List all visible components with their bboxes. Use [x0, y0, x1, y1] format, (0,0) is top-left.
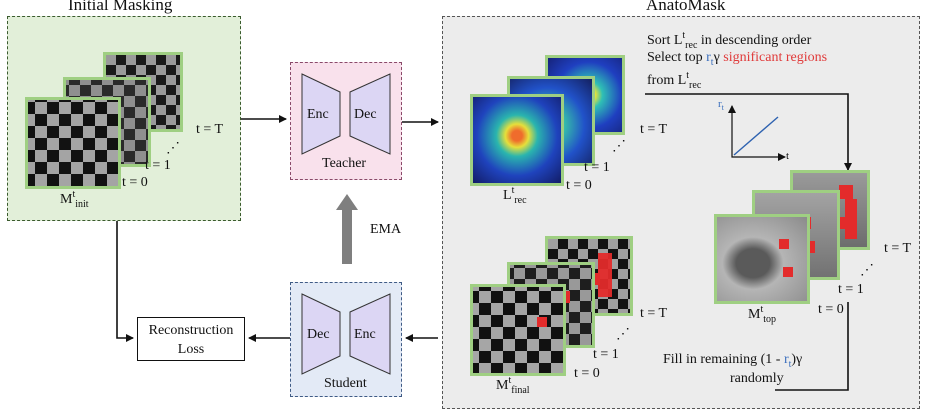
init-tile-0	[25, 97, 121, 189]
final-dots: ⋰	[616, 327, 630, 342]
fill-line-1: Fill in remaining (1 - rt)γ	[663, 352, 803, 370]
arrow-top-to-fill	[775, 302, 849, 391]
student-enc-label: Enc	[354, 327, 376, 342]
mini-chart-xlabel: t	[786, 150, 790, 162]
teacher-enc-label: Enc	[307, 107, 329, 122]
sort-line-1: Sort Ltrec in descending order	[647, 30, 812, 51]
init-t-T: t = T	[196, 122, 224, 137]
recon-line1: Reconstruction	[148, 323, 234, 338]
mini-chart-ylabel: rt	[718, 98, 724, 112]
teacher-label: Teacher	[322, 156, 367, 171]
mini-chart	[728, 105, 786, 161]
teacher-dec-label: Dec	[354, 107, 377, 122]
anatomask-title: AnatoMask	[646, 0, 726, 14]
top-t-0: t = 0	[818, 302, 844, 317]
top-tile-0	[714, 214, 810, 304]
student-label: Student	[324, 376, 367, 391]
sort-line-3: from Ltrec	[647, 70, 702, 91]
top-dots: ⋰	[860, 263, 874, 278]
mini-chart-line	[733, 116, 779, 156]
final-tile-0	[470, 284, 566, 376]
student-dec-label: Dec	[307, 327, 330, 342]
final-t-T: t = T	[640, 306, 668, 321]
ema-label: EMA	[370, 222, 402, 237]
fill-line-2: randomly	[730, 371, 784, 386]
teacher-block: Enc Dec Teacher	[290, 62, 402, 180]
top-t-1: t = 1	[838, 282, 864, 297]
arrow-init-to-recon	[116, 221, 134, 342]
init-label: Mtinit	[60, 189, 89, 210]
ema-arrow	[336, 194, 358, 264]
teacher-encdec-shape	[301, 73, 391, 155]
rec-t-0: t = 0	[566, 178, 592, 193]
sort-line-2: Select top rtγ significant regions	[647, 50, 828, 68]
reconstruction-loss-box: Reconstruction Loss	[137, 317, 245, 361]
rec-t-T: t = T	[640, 122, 668, 137]
init-dots: ⋰	[166, 141, 180, 156]
student-decenc-shape	[301, 293, 391, 375]
initial-masking-title: Initial Masking	[68, 0, 173, 14]
final-label: Mtfinal	[496, 375, 530, 396]
recon-line2: Loss	[177, 342, 205, 357]
rec-label: Ltrec	[503, 185, 527, 206]
arrow-sort-to-top	[645, 93, 852, 171]
final-t-1: t = 1	[593, 347, 619, 362]
init-t-0: t = 0	[122, 175, 148, 190]
rec-tile-0	[470, 94, 564, 186]
rec-t-1: t = 1	[584, 160, 610, 175]
top-t-T: t = T	[884, 241, 912, 256]
student-block: Dec Enc Student	[290, 282, 402, 397]
final-t-0: t = 0	[574, 366, 600, 381]
init-t-1: t = 1	[145, 158, 171, 173]
top-label: Mttop	[748, 304, 777, 325]
rec-dots: ⋰	[612, 139, 626, 154]
